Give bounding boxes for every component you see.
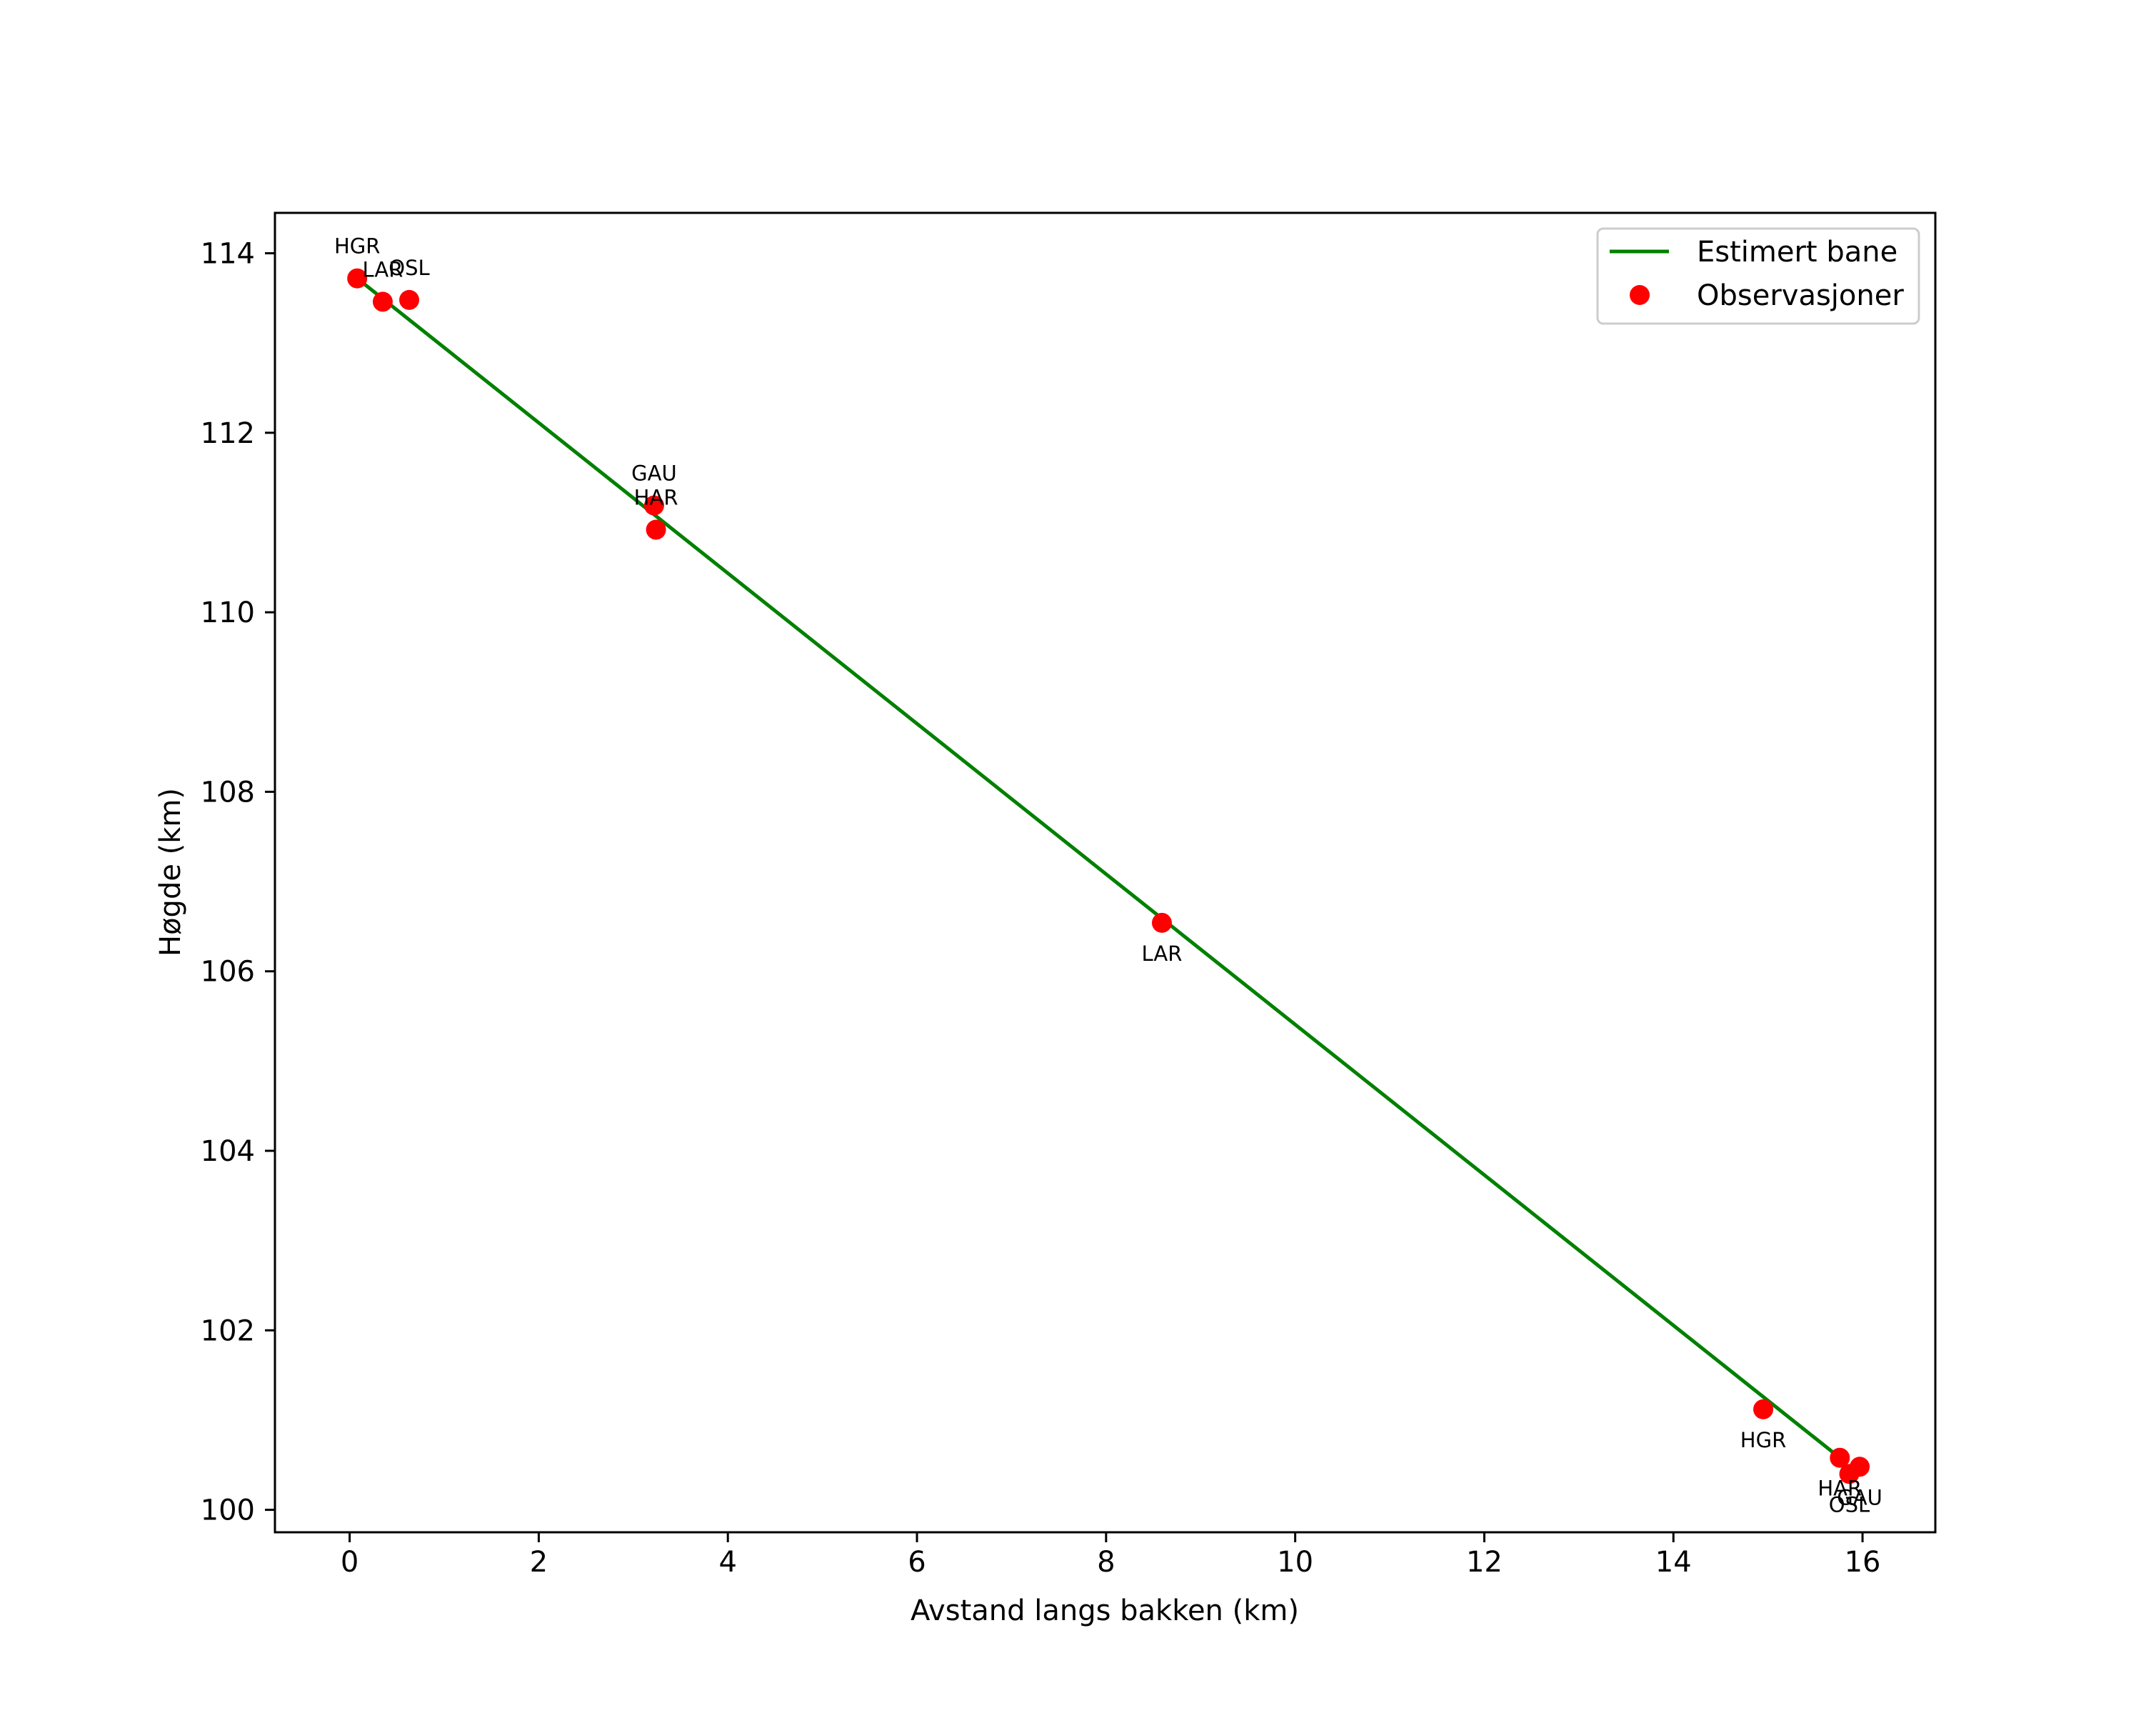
observation-point-har bbox=[646, 519, 666, 540]
y-tick-label: 110 bbox=[201, 596, 255, 629]
x-tick-label: 12 bbox=[1466, 1546, 1503, 1579]
y-tick-label: 112 bbox=[201, 417, 255, 450]
station-label-osl: OSL bbox=[1829, 1492, 1870, 1517]
station-label-gau: GAU bbox=[631, 461, 677, 486]
legend-box bbox=[1596, 227, 1920, 325]
observation-point-gau bbox=[643, 495, 664, 516]
legend-label-observasjoner: Observasjoner bbox=[1697, 279, 1904, 312]
observation-point-lar bbox=[1151, 912, 1172, 933]
station-label-har: HAR bbox=[1817, 1477, 1862, 1501]
x-tick-label: 6 bbox=[908, 1546, 926, 1579]
station-label-hgr: HGR bbox=[1740, 1428, 1786, 1452]
observation-point-lar bbox=[372, 291, 393, 312]
x-tick-label: 8 bbox=[1097, 1546, 1115, 1579]
trajectory-polyline bbox=[356, 276, 1841, 1459]
x-tick-label: 16 bbox=[1845, 1546, 1881, 1579]
x-tick-label: 4 bbox=[718, 1546, 736, 1579]
observation-point-osl bbox=[1839, 1464, 1860, 1484]
y-tick-label: 100 bbox=[201, 1494, 255, 1527]
x-tick-label: 2 bbox=[530, 1546, 548, 1579]
x-axis-ticks: 0 2 4 6 8 10 12 14 16 bbox=[341, 1532, 1881, 1579]
observation-point-hgr bbox=[347, 268, 368, 289]
y-tick-label: 104 bbox=[201, 1135, 255, 1168]
legend-label-estimert-bane: Estimert bane bbox=[1697, 236, 1897, 269]
station-label-har: HAR bbox=[634, 486, 678, 510]
station-label-lar: LAR bbox=[1142, 942, 1183, 966]
x-tick-label: 10 bbox=[1277, 1546, 1313, 1579]
y-tick-label: 114 bbox=[201, 238, 255, 271]
station-label-osl: OSL bbox=[388, 256, 429, 280]
x-tick-label: 0 bbox=[341, 1546, 359, 1579]
station-label-hgr: HGR bbox=[334, 234, 380, 259]
x-tick-label: 14 bbox=[1655, 1546, 1692, 1579]
trajectory-line bbox=[356, 276, 1841, 1459]
y-tick-label: 102 bbox=[201, 1314, 255, 1347]
observation-points bbox=[347, 268, 1870, 1484]
legend: Estimert bane Observasjoner bbox=[1596, 227, 1920, 325]
x-axis-label: Avstand langs bakken (km) bbox=[911, 1594, 1299, 1627]
y-tick-label: 108 bbox=[201, 776, 255, 809]
y-axis-label: Høgde (km) bbox=[154, 788, 187, 957]
station-label-lar: LAR bbox=[363, 257, 403, 281]
observation-point-osl bbox=[399, 289, 420, 310]
observation-point-har bbox=[1830, 1447, 1850, 1468]
legend-marker-swatch bbox=[1630, 285, 1650, 305]
station-label-gau: GAU bbox=[1837, 1485, 1882, 1509]
y-tick-label: 106 bbox=[201, 956, 255, 989]
observation-point-hgr bbox=[1753, 1399, 1774, 1419]
y-axis-ticks: 100 102 104 106 108 110 112 114 bbox=[201, 238, 275, 1527]
